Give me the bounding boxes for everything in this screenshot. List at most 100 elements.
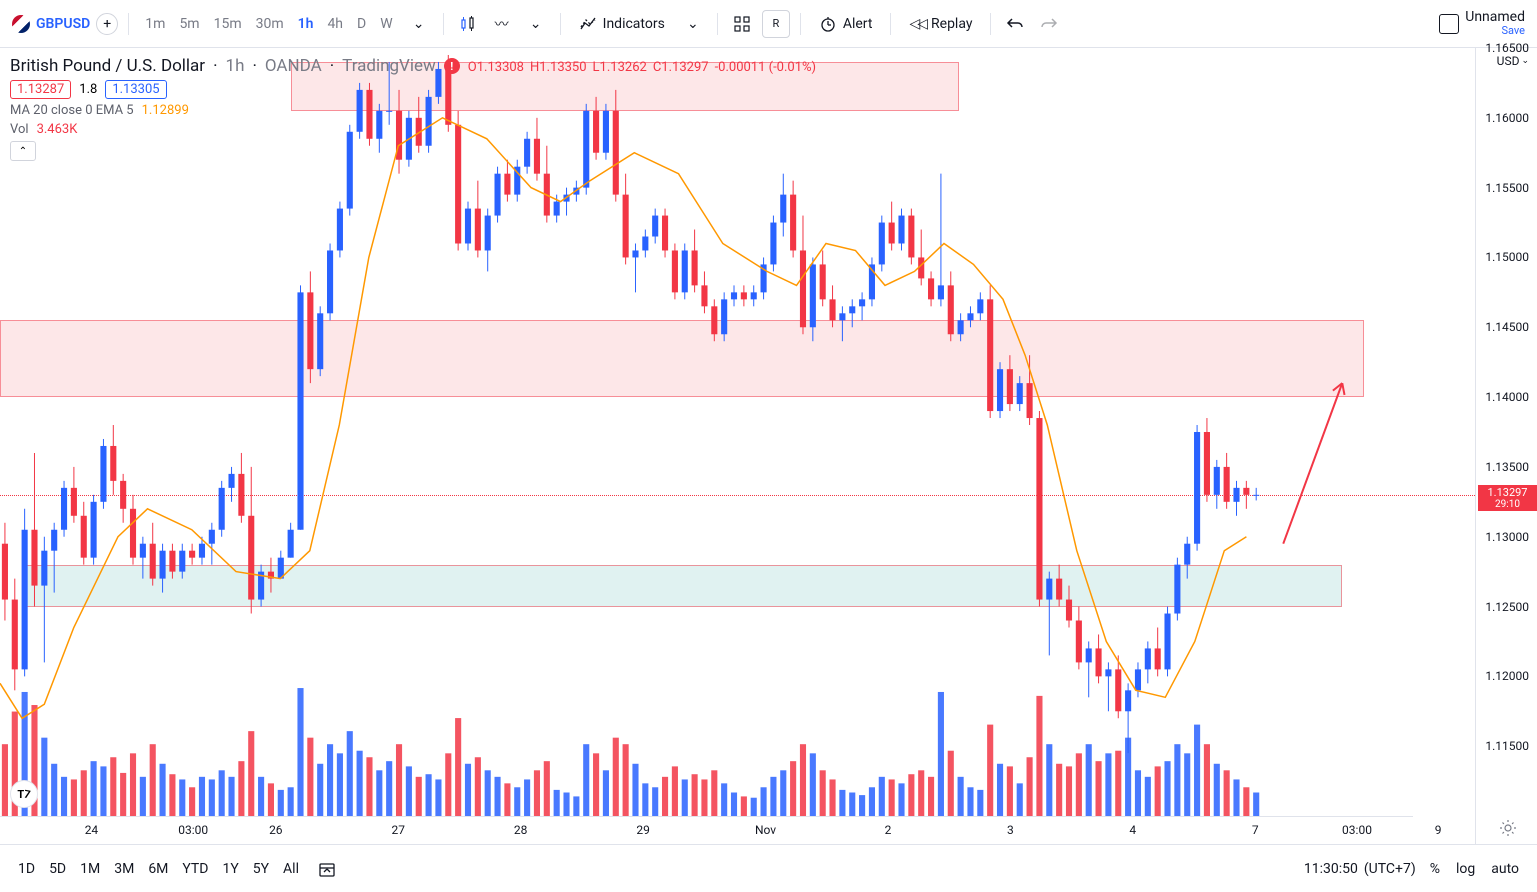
chevron-up-icon: ⌃ [19, 146, 27, 157]
range-list: 1D5D1M3M6MYTD1Y5YAll [12, 857, 305, 881]
add-symbol-button[interactable]: + [96, 13, 118, 35]
ohlc-values: O1.13308H1.13350L1.13262C1.13297-0.00011… [468, 56, 822, 76]
range-1Y[interactable]: 1Y [216, 857, 244, 881]
auto-scale-button[interactable]: auto [1485, 857, 1525, 881]
timeframe-30m[interactable]: 30m [250, 12, 290, 36]
timeframe-list: 1m5m15m30m1h4hDW [139, 12, 398, 36]
grid-icon [734, 16, 750, 32]
x-tick: 03:00 [178, 823, 208, 837]
timeframe-D[interactable]: D [351, 12, 372, 36]
indicators-button[interactable]: Indicators [571, 11, 673, 37]
x-tick: 28 [514, 823, 528, 837]
y-axis-currency[interactable]: USD ⌄ [1497, 54, 1529, 68]
x-tick: 2 [885, 823, 892, 837]
warning-icon[interactable]: ! [444, 58, 460, 74]
line-type-button[interactable]: 〰 [488, 10, 516, 38]
y-axis[interactable]: USD ⌄ 1.165001.160001.155001.150001.1450… [1475, 48, 1537, 844]
line-icon: 〰 [495, 14, 509, 34]
axis-settings-button[interactable] [1499, 819, 1517, 840]
redo-icon [1040, 15, 1058, 33]
candles-icon [459, 15, 477, 33]
y-tick: 1.15500 [1485, 181, 1529, 195]
calendar-icon [318, 860, 336, 878]
chart-type-button[interactable] [454, 10, 482, 38]
line-type-dropdown[interactable]: ⌄ [522, 10, 550, 38]
range-6M[interactable]: 6M [142, 857, 174, 881]
range-1D[interactable]: 1D [12, 857, 41, 881]
x-tick: Nov [755, 823, 776, 837]
goto-date-button[interactable] [313, 855, 341, 883]
alert-button[interactable]: Alert [811, 11, 881, 37]
timeframe-4h[interactable]: 4h [321, 12, 349, 36]
timeframe-1h[interactable]: 1h [292, 12, 320, 36]
range-All[interactable]: All [277, 857, 305, 881]
indicators-dropdown[interactable]: ⌄ [679, 10, 707, 38]
gear-icon [1499, 819, 1517, 837]
x-tick: 29 [636, 823, 650, 837]
undo-button[interactable] [1001, 10, 1029, 38]
chevron-down-icon: ⌄ [413, 16, 425, 32]
chart-legend: British Pound / U.S. Dollar ·1h ·OANDA ·… [10, 56, 822, 161]
x-tick: 4 [1129, 823, 1136, 837]
layout-name[interactable]: Unnamed Save [1465, 10, 1525, 37]
chart-svg [0, 48, 1475, 844]
timeframe-1m[interactable]: 1m [139, 12, 171, 36]
x-tick: 3 [1007, 823, 1014, 837]
templates-button[interactable] [728, 10, 756, 38]
clock[interactable]: 11:30:50 (UTC+7) [1304, 861, 1416, 877]
y-tick: 1.12000 [1485, 669, 1529, 683]
y-tick: 1.14000 [1485, 390, 1529, 404]
timeframe-15m[interactable]: 15m [208, 12, 248, 36]
y-tick: 1.14500 [1485, 320, 1529, 334]
chart-pane[interactable]: British Pound / U.S. Dollar ·1h ·OANDA ·… [0, 48, 1475, 844]
x-tick: 7 [1252, 823, 1259, 837]
layout-button[interactable] [1439, 14, 1459, 34]
symbol-text: GBPUSD [36, 16, 90, 32]
range-YTD[interactable]: YTD [176, 857, 214, 881]
percent-scale-button[interactable]: % [1424, 857, 1446, 881]
ask-box[interactable]: 1.13305 [105, 80, 166, 99]
timeframe-dropdown[interactable]: ⌄ [405, 10, 433, 38]
top-toolbar: GBPUSD + 1m5m15m30m1h4hDW ⌄ 〰 ⌄ Indicato… [0, 0, 1537, 48]
current-price-label: 1.13297 29:10 [1478, 485, 1537, 511]
plus-icon: + [103, 16, 111, 32]
rewind-icon: ◁◁ [909, 16, 925, 32]
symbol-selector[interactable]: GBPUSD [12, 15, 90, 33]
x-tick: 03:00 [1342, 823, 1372, 837]
y-tick: 1.16500 [1485, 41, 1529, 55]
y-tick: 1.13500 [1485, 460, 1529, 474]
y-tick: 1.11500 [1485, 739, 1529, 753]
replay-button[interactable]: ◁◁ Replay [901, 12, 980, 36]
legend-collapse-button[interactable]: ⌃ [10, 141, 36, 161]
bottom-toolbar: 1D5D1M3M6MYTD1Y5YAll 11:30:50 (UTC+7) % … [0, 844, 1537, 892]
flag-icon [12, 15, 30, 33]
y-tick: 1.12500 [1485, 600, 1529, 614]
alert-icon [819, 15, 837, 33]
x-tick: 24 [85, 823, 99, 837]
indicators-icon [579, 15, 597, 33]
range-5Y[interactable]: 5Y [247, 857, 275, 881]
timeframe-5m[interactable]: 5m [173, 12, 205, 36]
redo-button[interactable] [1035, 10, 1063, 38]
chevron-down-icon: ⌄ [530, 16, 542, 32]
r-button[interactable]: R [762, 10, 790, 38]
range-1M[interactable]: 1M [74, 857, 106, 881]
save-link[interactable]: Save [1465, 25, 1525, 37]
instrument-title: British Pound / U.S. Dollar [10, 56, 205, 76]
log-scale-button[interactable]: log [1450, 857, 1481, 881]
bid-box[interactable]: 1.13287 [10, 80, 71, 99]
x-tick: 9 [1435, 823, 1442, 837]
y-tick: 1.15000 [1485, 250, 1529, 264]
range-3M[interactable]: 3M [108, 857, 140, 881]
y-tick: 1.13000 [1485, 530, 1529, 544]
range-5D[interactable]: 5D [43, 857, 72, 881]
x-axis[interactable]: 2403:0026272829Nov234703:009 [0, 816, 1413, 844]
spread-value: 1.8 [79, 82, 97, 97]
x-tick: 26 [269, 823, 283, 837]
y-tick: 1.16000 [1485, 111, 1529, 125]
timeframe-W[interactable]: W [374, 12, 398, 36]
chevron-down-icon: ⌄ [1521, 56, 1529, 66]
undo-icon [1006, 15, 1024, 33]
chevron-down-icon: ⌄ [687, 16, 699, 32]
tradingview-logo[interactable]: T7 [10, 780, 38, 808]
